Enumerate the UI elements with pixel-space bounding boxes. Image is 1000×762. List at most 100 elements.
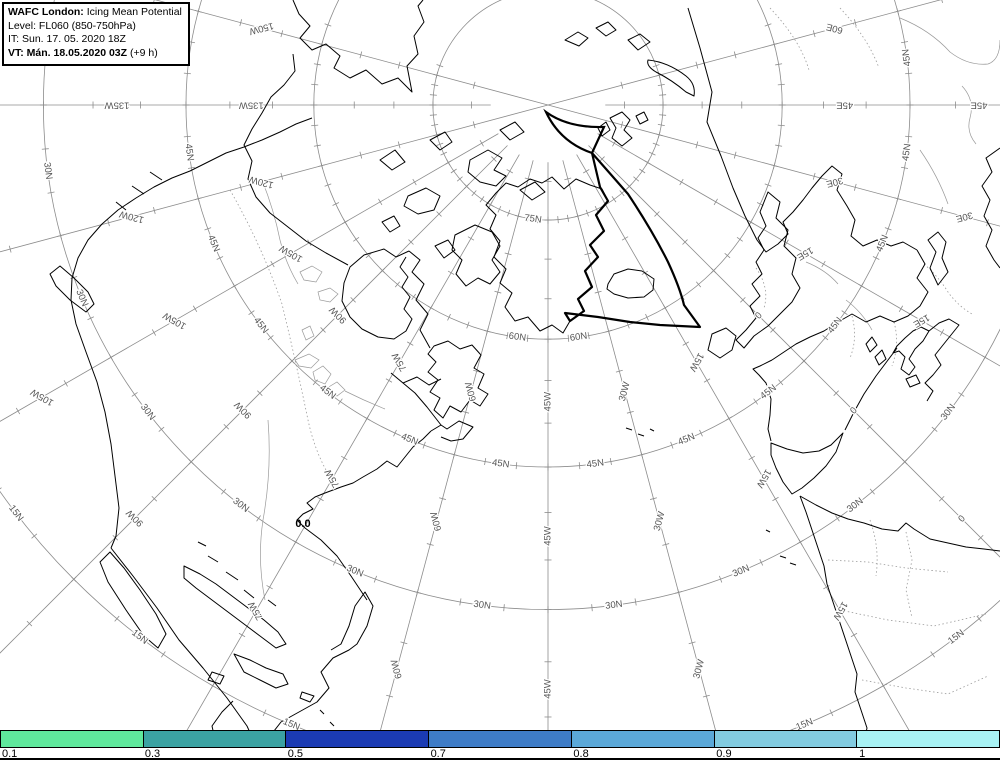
tick: [15, 407, 21, 415]
tick: [640, 451, 643, 459]
coastline: [390, 372, 442, 426]
coastline: [183, 565, 287, 649]
coastline: [430, 420, 474, 442]
parallel-label: 45N: [586, 457, 605, 470]
tick: [194, 197, 202, 200]
tick: [620, 121, 624, 129]
tick: [710, 267, 717, 274]
colorbar-segment-0.3: [143, 731, 287, 747]
issue-time-line: IT: Sun. 17. 05. 2020 18Z: [8, 33, 126, 46]
tick: [183, 72, 191, 75]
tick: [153, 206, 156, 214]
tick: [293, 538, 298, 546]
tick: [350, 297, 356, 303]
product-name: WAFC London:: [8, 6, 84, 18]
coastline: [687, 7, 918, 253]
meridian-label: 60W: [429, 510, 445, 532]
parallel-label: 75N: [524, 213, 543, 226]
tick: [526, 334, 529, 342]
parallel-label: 30N: [231, 496, 252, 515]
parallel-label: 45N: [676, 431, 696, 448]
tick: [459, 598, 462, 606]
tick: [87, 316, 95, 321]
boundary-area: [563, 152, 702, 329]
tick: [626, 410, 634, 414]
tick: [429, 114, 437, 116]
coastline: [892, 326, 930, 376]
tick: [491, 156, 497, 162]
tick: [187, 166, 195, 169]
tick: [107, 219, 110, 227]
tick: [938, 495, 945, 502]
minor-geography: [229, 7, 1000, 695]
meridian-30E: [547, 104, 1000, 227]
tick: [257, 390, 263, 396]
tick: [107, 355, 115, 360]
coastline: [765, 529, 797, 566]
tick: [507, 209, 511, 217]
tick: [699, 429, 703, 437]
colorbar-value: 0.1: [2, 748, 18, 760]
minor-feature: [312, 365, 332, 385]
meridian-label: 135W: [105, 100, 130, 111]
tick: [615, 369, 623, 373]
coastline: [197, 541, 277, 617]
tick: [764, 23, 772, 27]
tick: [153, 0, 155, 4]
minor-feature: [317, 287, 339, 303]
tick: [447, 313, 451, 321]
coastline: [243, 53, 349, 266]
coastline: [874, 349, 887, 366]
meridian-label: 30W: [617, 381, 633, 403]
minor-feature: [294, 353, 320, 369]
boundary-wing: [543, 108, 606, 155]
tick: [594, 205, 599, 213]
parallel-label: 45N: [399, 431, 419, 448]
coastlines: [49, 0, 1000, 730]
colorbar-segment-1: [857, 731, 1000, 747]
tick: [576, 212, 580, 220]
minor-feature: [326, 381, 346, 397]
colorbar-value: 0.8: [573, 748, 589, 760]
tick: [516, 212, 520, 220]
meridian-label: 150W: [248, 20, 275, 37]
tick: [467, 236, 475, 241]
tick: [422, 441, 426, 449]
tick: [958, 392, 965, 397]
tick: [607, 327, 610, 335]
coastline: [408, 250, 431, 349]
graticule-ticks: [0, 0, 989, 718]
tick: [619, 190, 625, 197]
meridian-label: 75W: [246, 599, 265, 621]
tick: [506, 169, 513, 174]
tick: [324, 23, 332, 27]
minor-feature: [845, 299, 873, 331]
tick: [772, 496, 779, 502]
minor-feature: [260, 419, 270, 601]
tick: [238, 632, 246, 638]
tick: [365, 252, 372, 259]
product-parameter: Icing Mean Potential: [83, 6, 182, 18]
meridian-label: 105W: [278, 242, 305, 264]
tick: [262, 709, 267, 717]
coastline: [707, 327, 737, 359]
parallel-label: 15N: [794, 716, 814, 730]
tick: [473, 369, 481, 373]
border-line: [839, 7, 880, 69]
meridian-105W: [0, 133, 499, 422]
colorbar-segment-0.8: [571, 731, 715, 747]
tick: [777, 124, 785, 127]
parallel-label: 45N: [205, 233, 222, 253]
coastline: [402, 376, 442, 386]
tick: [822, 335, 829, 341]
tick: [621, 236, 629, 241]
meridian-label: 15E: [911, 312, 931, 330]
tick: [527, 214, 530, 222]
tick: [57, 234, 65, 237]
tick: [841, 310, 848, 315]
tick: [833, 390, 839, 396]
tick: [939, 329, 945, 336]
tick: [332, 202, 340, 206]
tick: [204, 227, 212, 231]
